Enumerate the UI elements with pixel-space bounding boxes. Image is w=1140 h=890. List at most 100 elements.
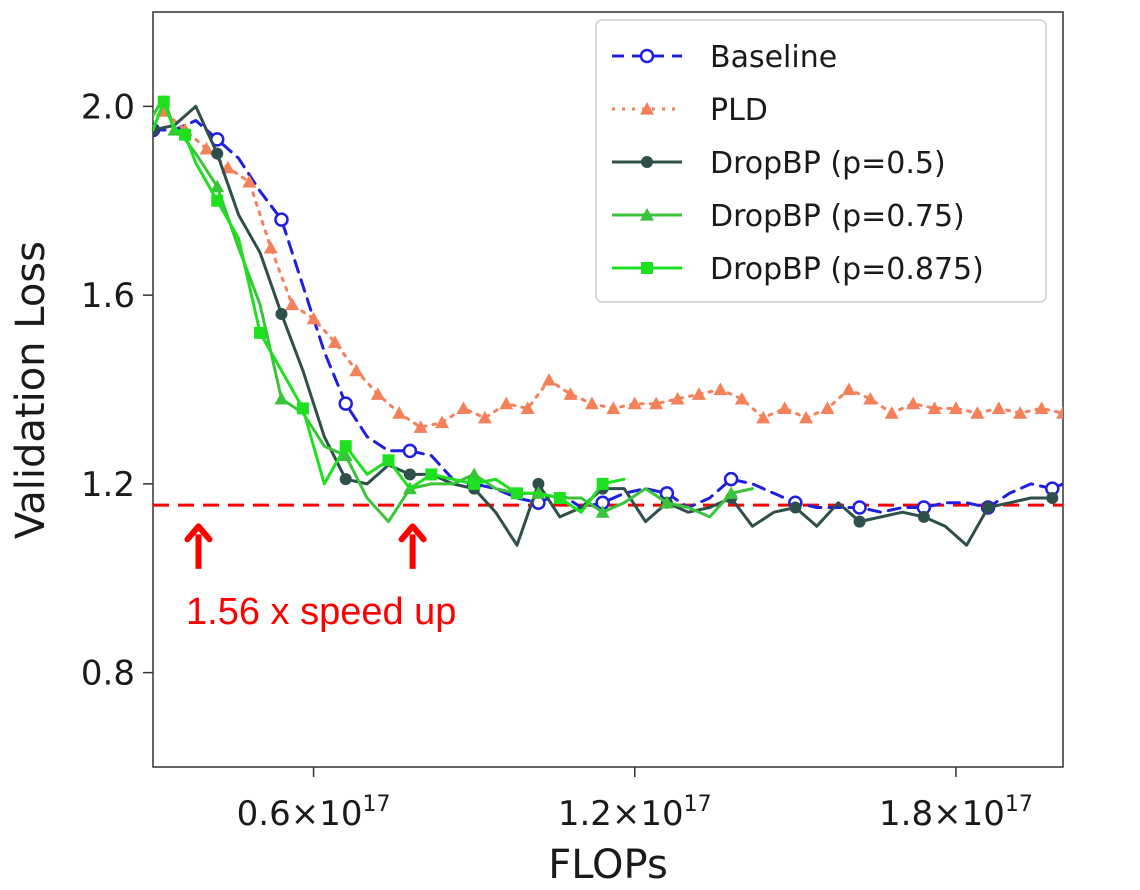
x-axis: 0.6×1017 1.2×1017 1.8×1017 [237,767,1033,834]
series-point [884,406,899,419]
series-point [734,391,749,405]
x-tick-label: 1.8×1017 [879,792,1033,834]
legend-marker [639,48,655,64]
series-point [584,396,599,410]
series-point [563,387,578,400]
y-tick-label: 1.2 [81,465,135,505]
series-point [917,510,930,523]
series-point [392,406,407,419]
series-point [349,363,364,377]
series-point [402,443,418,459]
legend-label: Baseline [710,40,837,75]
legend-marker [640,208,654,221]
series-3 [153,95,754,524]
series-point [242,174,257,188]
series-point [1013,406,1028,419]
series-point [285,297,300,311]
series-point [339,440,352,453]
x-tick-label: 0.6×1017 [237,792,391,834]
y-axis: 0.8 1.2 1.6 2.0 [81,87,153,694]
series-point [328,335,342,348]
series-point [511,487,523,500]
series-point [991,401,1006,414]
legend-marker [641,262,653,274]
series-line [153,95,754,524]
series-point [199,141,214,155]
series-point [499,396,514,410]
y-axis-title: Validation Loss [8,241,54,539]
series-point [339,473,352,486]
series-point [370,387,385,400]
series-point [306,311,321,325]
series-point [413,420,428,433]
series-point [210,179,225,193]
series-point [254,326,267,339]
series-point [970,406,985,419]
series-point [456,401,471,414]
y-tick-label: 1.6 [81,276,135,316]
series-point [542,373,557,386]
series-point [1034,401,1049,414]
series-point [606,401,621,414]
legend-marker [640,102,654,115]
series-point [756,410,771,424]
series-point [274,212,289,227]
speedup-arrow-head [398,523,427,543]
x-axis-title: FLOPs [548,842,668,888]
series-point [982,501,995,514]
legend-label: PLD [710,93,768,128]
series-point [789,501,802,514]
series-point [211,147,224,160]
legend-label: DropBP (p=0.875) [710,252,984,287]
series-point [723,471,739,487]
series-point [948,401,963,414]
x-tick-label: 1.2×1017 [558,792,712,834]
series-point [659,495,674,509]
speedup-annotation: 1.56 x speed up [186,591,456,633]
legend: Baseline PLD DropBP (p=0.5) DropBP (p=0.75)… [595,19,1047,303]
series-point [553,492,566,505]
series-point [670,391,685,405]
series-point [338,448,353,462]
series-point [403,468,416,481]
series-point [467,467,482,481]
series-4 [153,95,626,514]
series-point [777,401,792,414]
series-point [863,391,878,405]
legend-label: DropBP (p=0.75) [710,199,965,234]
series-point [338,396,353,411]
series-point [820,401,835,414]
series-point [435,415,450,429]
legend-marker [641,156,653,168]
series-point [649,396,664,410]
series-point [135,118,149,131]
series-point [927,401,942,414]
series-point [1056,406,1063,419]
series-point [477,410,492,424]
series-point [906,396,921,410]
series-point [296,402,309,415]
series-point [799,410,814,424]
series-1 [135,104,1063,433]
y-tick-label: 2.0 [81,87,135,127]
series-point [275,308,288,320]
speedup-arrow-head [184,523,213,543]
y-tick-label: 0.8 [81,654,135,694]
series-point [211,194,224,207]
legend-box [595,19,1047,303]
series-point [468,477,481,490]
series-point [841,382,856,396]
series-point [274,391,289,405]
series-point [596,477,609,490]
series-point [595,505,610,518]
series-layer [135,95,1063,547]
series-point [157,95,170,108]
series-point [852,500,867,515]
series-point [179,128,192,141]
arrow-layer [184,523,427,569]
series-point [853,515,866,528]
series-point [627,396,642,410]
series-point [382,454,395,467]
series-point [724,486,739,499]
